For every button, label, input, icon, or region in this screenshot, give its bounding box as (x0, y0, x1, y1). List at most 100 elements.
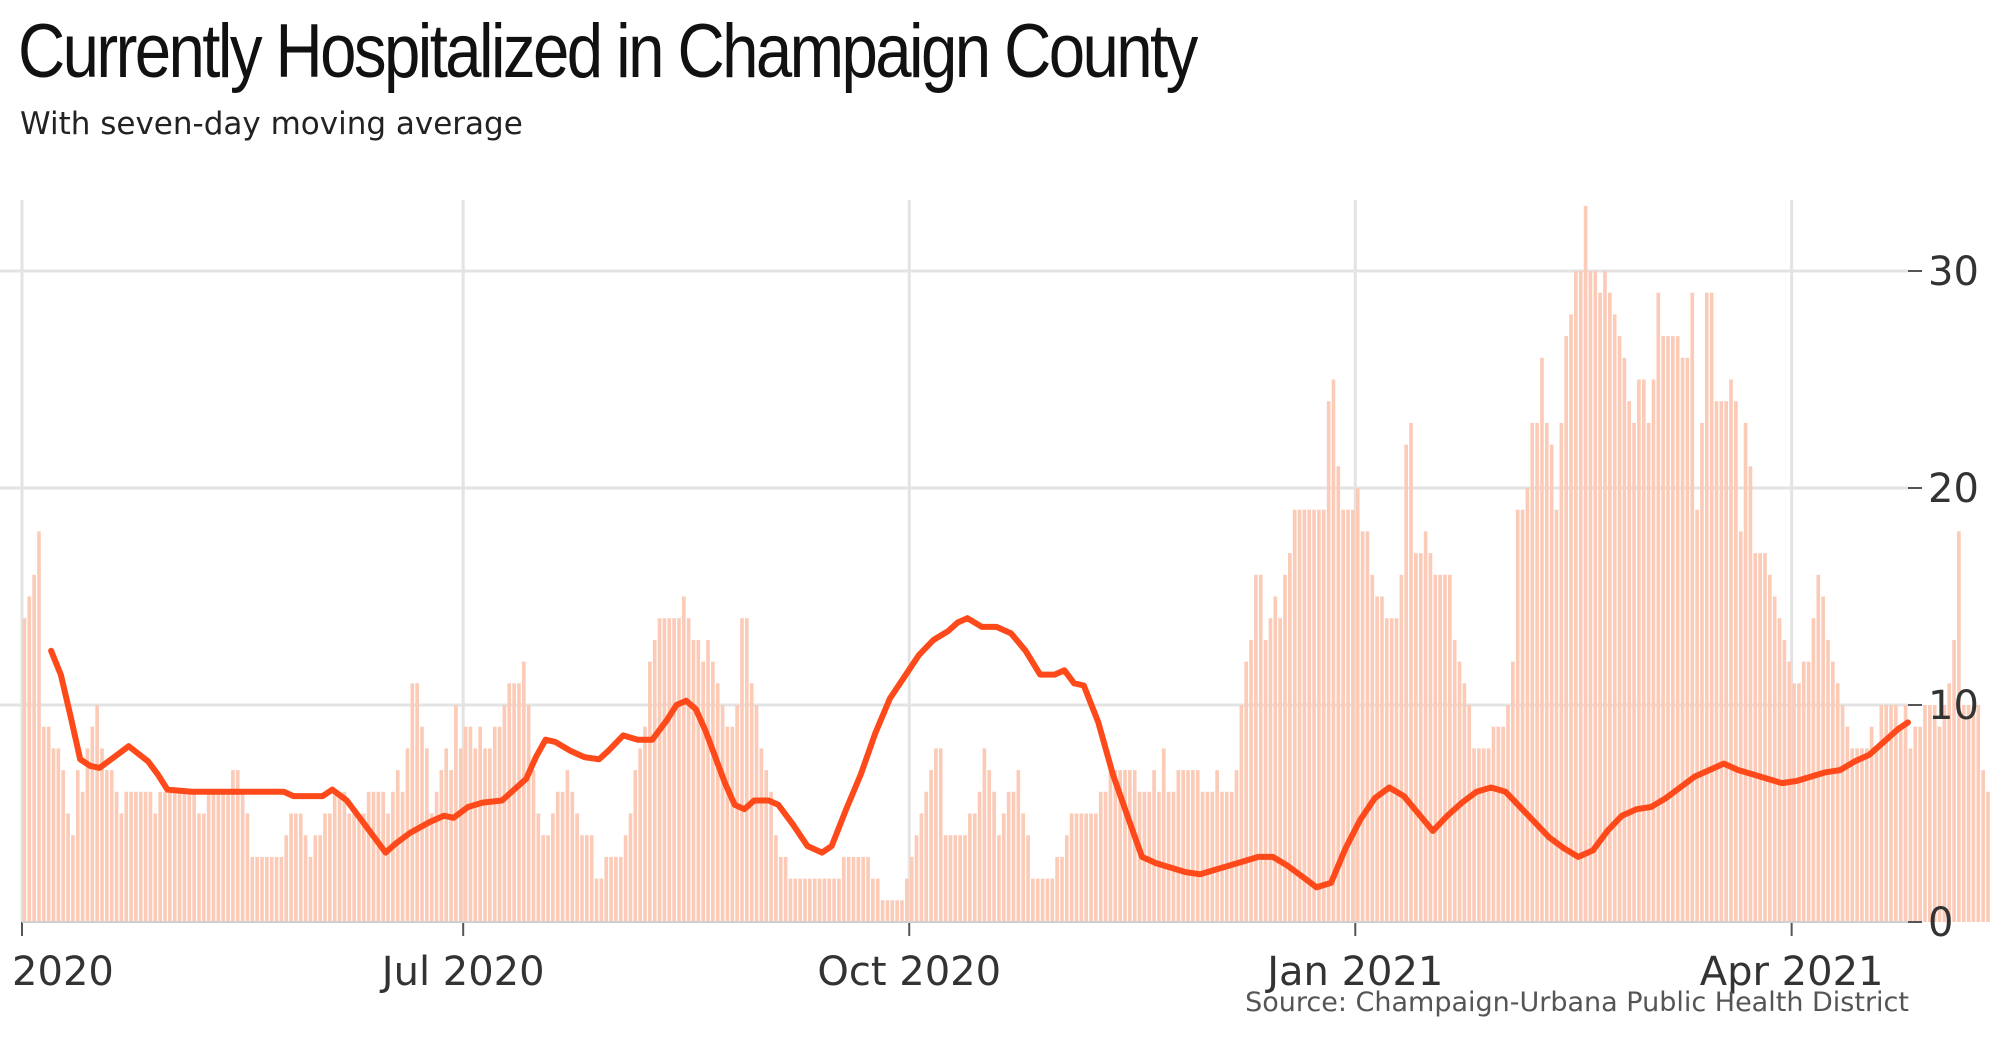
daily-bar (614, 856, 618, 922)
daily-bar (1738, 531, 1743, 922)
daily-bar (827, 878, 832, 922)
daily-bar (778, 856, 783, 922)
daily-bar (1094, 813, 1098, 922)
daily-bar (245, 813, 250, 922)
daily-bar (1898, 726, 1903, 922)
daily-bar (1491, 726, 1496, 922)
daily-bar (1215, 770, 1219, 922)
daily-bar (1641, 379, 1646, 922)
daily-bar (1375, 596, 1379, 922)
daily-bar (1161, 748, 1166, 922)
daily-bar (900, 900, 904, 922)
daily-bar (463, 726, 468, 922)
daily-bar (657, 618, 662, 922)
daily-bar (711, 661, 715, 922)
daily-bar (347, 813, 352, 922)
daily-bar (192, 791, 196, 922)
daily-bar (1389, 618, 1394, 922)
daily-bar (1171, 791, 1176, 922)
daily-bar (953, 835, 958, 922)
daily-bar (720, 705, 725, 922)
daily-bar (1370, 574, 1375, 922)
daily-bar (1918, 726, 1922, 922)
daily-bar (1244, 661, 1249, 922)
daily-bar (1001, 813, 1006, 922)
daily-bar (512, 683, 516, 922)
daily-bar (1758, 553, 1762, 922)
daily-bar (66, 813, 70, 922)
daily-bar (323, 813, 327, 922)
daily-bar (541, 835, 546, 922)
daily-bar (1583, 205, 1588, 922)
daily-bar (1617, 336, 1622, 923)
y-tick-label: 0 (1928, 900, 1953, 946)
daily-bar (1651, 379, 1656, 922)
daily-bar (1646, 422, 1651, 922)
daily-bar (1986, 791, 1990, 922)
daily-bar (1312, 509, 1316, 922)
daily-bar (837, 878, 841, 922)
daily-bar (1210, 791, 1215, 922)
daily-bar (924, 791, 929, 922)
daily-bar (599, 878, 604, 922)
daily-bar (41, 726, 46, 922)
y-tick-label: 20 (1928, 466, 1979, 512)
daily-bar (963, 835, 967, 922)
daily-bar (764, 770, 769, 922)
daily-bar (265, 856, 269, 922)
daily-bar (497, 726, 502, 922)
daily-bar (1268, 618, 1273, 922)
daily-bar (701, 661, 706, 922)
daily-bar (1569, 314, 1573, 922)
daily-bar (400, 791, 405, 922)
daily-bar (342, 791, 347, 922)
daily-bar (1394, 618, 1399, 922)
daily-bar (551, 813, 555, 922)
daily-bar (1777, 618, 1782, 922)
daily-bar (1263, 639, 1268, 922)
daily-bar (618, 856, 623, 922)
daily-bar (197, 813, 201, 922)
daily-bar (308, 856, 313, 922)
daily-bar (216, 791, 221, 922)
daily-bars (22, 205, 1990, 923)
daily-bar (904, 878, 909, 922)
daily-bar (1850, 748, 1855, 922)
daily-bar (1753, 553, 1758, 922)
daily-bar (1578, 271, 1583, 922)
daily-bar (1772, 596, 1777, 922)
daily-bar (1957, 531, 1961, 922)
daily-bar (1103, 791, 1108, 922)
daily-bar (1457, 661, 1462, 922)
daily-bar (391, 791, 395, 922)
daily-bar (1128, 770, 1132, 922)
daily-bar (492, 726, 497, 922)
daily-bar (997, 835, 1001, 922)
daily-bar (594, 878, 599, 922)
daily-bar (623, 835, 628, 922)
daily-bar (1821, 596, 1825, 922)
daily-bar (507, 683, 512, 922)
daily-bar (987, 770, 992, 922)
daily-bar (1695, 509, 1699, 922)
daily-bar (1365, 531, 1370, 922)
daily-bar (1176, 770, 1181, 922)
daily-bar (172, 791, 177, 922)
daily-bar (1331, 379, 1336, 922)
daily-bar (1952, 639, 1956, 922)
daily-bar (294, 813, 298, 922)
daily-bar (1399, 574, 1404, 922)
daily-bar (444, 748, 449, 922)
daily-bar (774, 835, 778, 922)
x-tick-label: Jan 2021 (1264, 949, 1443, 995)
daily-bar (318, 835, 322, 922)
daily-bar (488, 748, 492, 922)
daily-bar (580, 835, 584, 922)
daily-bar (1937, 726, 1942, 922)
daily-bar (1714, 401, 1719, 922)
daily-bar (1612, 314, 1617, 922)
daily-bar (1515, 509, 1520, 922)
daily-bar (1273, 596, 1278, 922)
daily-bar (1544, 422, 1549, 922)
daily-bar (332, 791, 337, 922)
